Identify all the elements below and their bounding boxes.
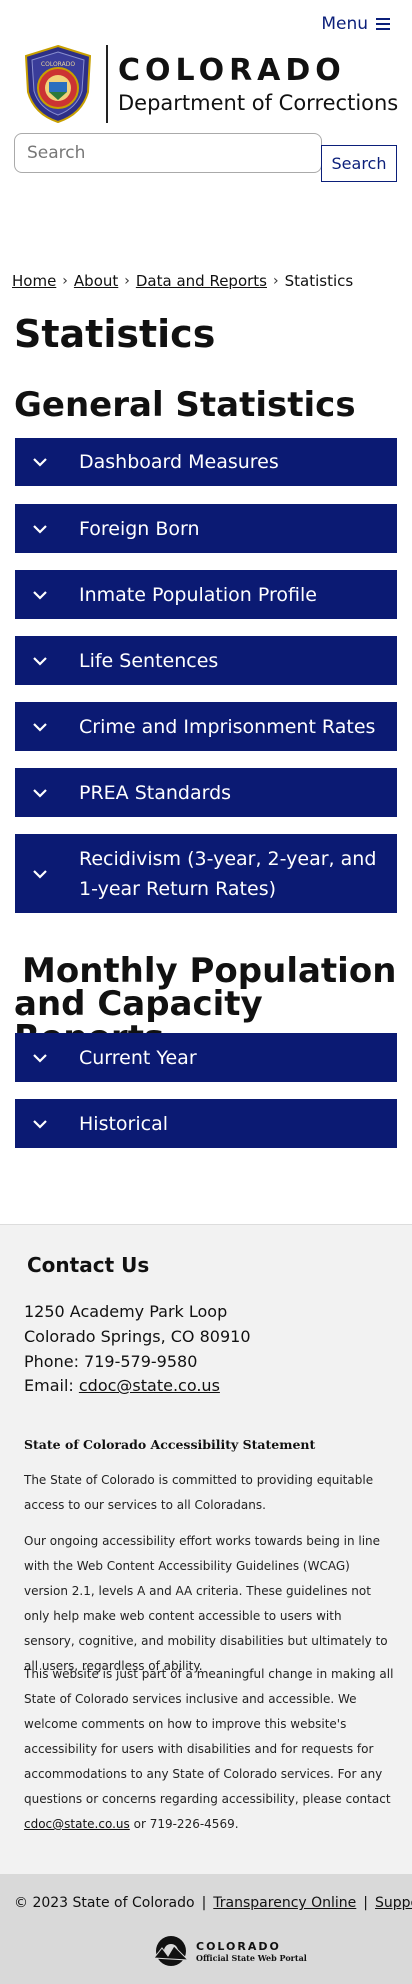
brand-subtitle: Department of Corrections <box>118 90 399 115</box>
monthly-population-heading-line1: Monthly Population <box>22 951 397 991</box>
brand-divider <box>106 45 108 123</box>
chevron-down-icon <box>33 656 61 666</box>
support-link[interactable]: Support <box>375 1895 412 1911</box>
breadcrumb-home[interactable]: Home <box>12 272 57 290</box>
breadcrumb-about[interactable]: About <box>73 272 119 290</box>
accordion-prea-standards[interactable]: PREA Standards <box>15 768 397 817</box>
accordion-historical[interactable]: Historical <box>15 1099 397 1148</box>
brand-title: COLORADO <box>118 52 346 88</box>
chevron-down-icon <box>33 590 61 600</box>
contact-address-line1: 1250 Academy Park Loop <box>24 1302 228 1321</box>
menu-icon <box>376 18 390 30</box>
accordion-label: Foreign Born <box>79 517 200 540</box>
accordion-label: Dashboard Measures <box>79 451 279 473</box>
breadcrumb-separator: › <box>124 273 130 289</box>
accordion-label: Historical <box>79 1112 168 1135</box>
contact-phone: Phone: 719-579-9580 <box>24 1352 198 1371</box>
chevron-down-icon <box>33 1119 61 1129</box>
portal-title: COLORADO <box>196 1939 281 1953</box>
chevron-down-icon <box>33 869 61 879</box>
accessibility-email-link[interactable]: cdoc@state.co.us <box>24 1817 130 1831</box>
accessibility-paragraph-1: The State of Colorado is committed to pr… <box>24 1473 374 1512</box>
contact-email-row: Email: cdoc@state.co.us <box>24 1376 220 1395</box>
colorado-portal-logo[interactable]: COLORADO Official State Web Portal <box>152 1934 307 1968</box>
accordion-label: Recidivism (3-year, 2-year, and 1-year R… <box>79 847 377 900</box>
accordion-label: PREA Standards <box>79 781 232 804</box>
accordion-recidivism[interactable]: Recidivism (3-year, 2-year, and 1-year R… <box>15 834 397 913</box>
footer-separator: | <box>201 1895 207 1911</box>
colorado-portal-icon <box>153 1936 190 1966</box>
chevron-down-icon <box>33 788 61 798</box>
accordion-crime-and-imprisonment-rates[interactable]: Crime and Imprisonment Rates <box>15 702 397 751</box>
transparency-online-link[interactable]: Transparency Online <box>213 1895 357 1911</box>
seal-text: COLORADO <box>41 61 75 68</box>
copyright-row: © 2023 State of Colorado | Transparency … <box>14 1895 412 1911</box>
breadcrumb-separator: › <box>273 273 279 289</box>
accordion-label: Crime and Imprisonment Rates <box>79 715 376 738</box>
breadcrumb-separator: › <box>62 273 68 289</box>
bottom-bar <box>0 1874 412 1984</box>
general-statistics-heading: General Statistics <box>14 385 356 425</box>
accessibility-heading: State of Colorado Accessibility Statemen… <box>24 1437 316 1452</box>
accordion-label: Life Sentences <box>79 649 219 672</box>
search-input[interactable] <box>14 133 322 173</box>
contact-heading: Contact Us <box>27 1253 150 1277</box>
accordion-label: Inmate Population Profile <box>79 583 317 606</box>
chevron-down-icon <box>33 722 61 732</box>
accordion-life-sentences[interactable]: Life Sentences <box>15 636 397 685</box>
accordion-current-year[interactable]: Current Year <box>15 1033 397 1082</box>
breadcrumb-current: Statistics <box>284 272 354 290</box>
site-logo[interactable]: COLORADO COLORADO Department of Correcti… <box>22 44 398 124</box>
accordion-inmate-population-profile[interactable]: Inmate Population Profile <box>15 570 397 619</box>
chevron-down-icon <box>33 457 61 467</box>
accessibility-phone-text: or 719-226-4569. <box>133 1817 239 1831</box>
search-button[interactable]: Search <box>321 145 397 182</box>
footer-separator: | <box>363 1895 369 1911</box>
menu-label: Menu <box>321 14 368 34</box>
page-title: Statistics <box>14 312 216 356</box>
accessibility-paragraph-3: This website is just part of a meaningfu… <box>24 1662 394 1837</box>
accordion-foreign-born[interactable]: Foreign Born <box>15 504 397 553</box>
colorado-seal: COLORADO <box>24 44 92 124</box>
breadcrumb: Home › About › Data and Reports › Statis… <box>12 272 353 290</box>
contact-email-link[interactable]: cdoc@state.co.us <box>78 1376 220 1395</box>
breadcrumb-data-and-reports[interactable]: Data and Reports <box>135 272 267 290</box>
portal-subtitle: Official State Web Portal <box>196 1952 307 1963</box>
accordion-label: Current Year <box>79 1046 197 1069</box>
contact-email-label: Email: <box>24 1376 74 1395</box>
footer <box>0 1224 412 1874</box>
accessibility-paragraph-3-text: This website is just part of a meaningfu… <box>24 1667 394 1806</box>
accessibility-paragraph-2: Our ongoing accessibility effort works t… <box>24 1534 388 1673</box>
accordion-dashboard-measures[interactable]: Dashboard Measures <box>15 438 397 486</box>
copyright-text: © 2023 State of Colorado <box>14 1895 195 1911</box>
menu-button[interactable]: Menu <box>321 14 390 34</box>
contact-address-line2: Colorado Springs, CO 80910 <box>24 1327 251 1346</box>
chevron-down-icon <box>33 524 61 534</box>
chevron-down-icon <box>33 1053 61 1063</box>
